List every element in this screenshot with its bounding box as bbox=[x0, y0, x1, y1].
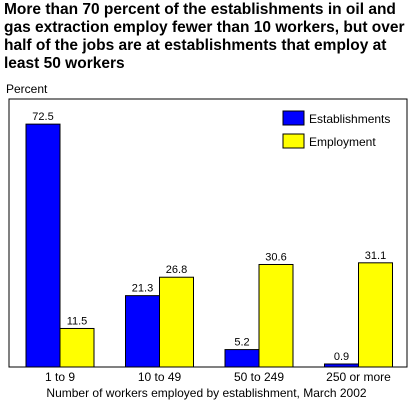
x-tick-label: 1 to 9 bbox=[45, 370, 75, 384]
legend: Establishments Employment bbox=[282, 110, 390, 149]
value-labels-group: 72.5 11.5 21.3 26.8 5.2 30.6 0.9 31.1 bbox=[32, 111, 386, 363]
bar-employment-4 bbox=[358, 262, 393, 368]
bar-establishments-4 bbox=[324, 363, 359, 368]
x-tick-label: 250 or more bbox=[326, 370, 391, 384]
x-tick-labels-group: 1 to 9 10 to 49 50 to 249 250 or more bbox=[45, 370, 391, 384]
legend-label: Establishments bbox=[309, 112, 390, 126]
x-axis-label: Number of workers employed by establishm… bbox=[46, 386, 367, 400]
value-label: 5.2 bbox=[234, 337, 249, 349]
y-axis-label: Percent bbox=[6, 82, 48, 96]
value-label: 0.9 bbox=[334, 351, 349, 363]
chart-title: More than 70 percent of the establishmen… bbox=[4, 1, 405, 72]
value-label: 11.5 bbox=[67, 315, 88, 327]
x-tick-label: 10 to 49 bbox=[138, 370, 182, 384]
value-label: 26.8 bbox=[166, 264, 187, 276]
bar-employment-2 bbox=[159, 276, 194, 368]
legend-label: Employment bbox=[309, 135, 376, 149]
plot-area-frame bbox=[8, 98, 408, 368]
bar-employment-1 bbox=[59, 327, 95, 368]
x-tick-label: 50 to 249 bbox=[234, 370, 284, 384]
value-label: 72.5 bbox=[32, 111, 53, 123]
bar-establishments-2 bbox=[125, 295, 160, 368]
bar-employment-3 bbox=[258, 263, 294, 368]
bar-establishments-1 bbox=[25, 123, 61, 368]
bar-establishments-3 bbox=[224, 349, 260, 368]
bars-group bbox=[25, 123, 393, 368]
value-label: 31.1 bbox=[365, 250, 386, 262]
value-label: 21.3 bbox=[132, 283, 153, 295]
legend-swatch bbox=[282, 110, 305, 126]
legend-swatch bbox=[282, 133, 305, 149]
value-label: 30.6 bbox=[265, 251, 286, 263]
